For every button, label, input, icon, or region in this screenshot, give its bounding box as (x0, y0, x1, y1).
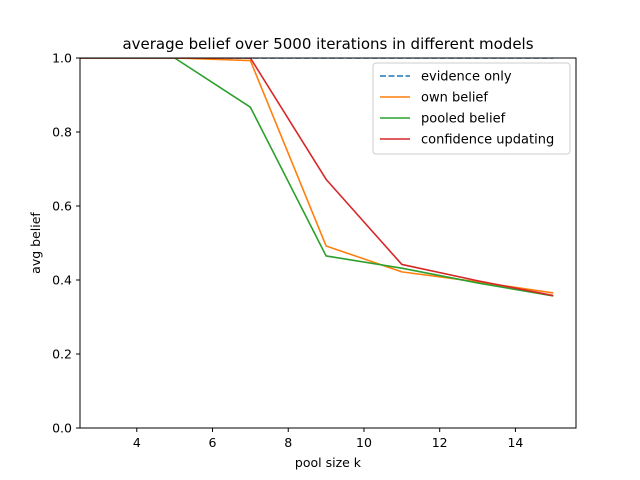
y-tick-label: 0.8 (52, 125, 72, 140)
series-line-confidence-updating (80, 58, 554, 297)
plot-frame (79, 57, 577, 429)
y-tick-label: 0.2 (52, 347, 72, 362)
legend-entries: evidence only own belief pooled belief conf… (380, 70, 554, 148)
chart-title: average belief over 5000 iterations in d… (122, 35, 533, 53)
legend-box (372, 62, 571, 155)
x-axis-ticks: 4 6 8 10 12 14 (133, 428, 523, 450)
x-tick-label: 10 (356, 435, 372, 450)
legend-label: confidence updating (421, 133, 554, 148)
x-tick-label: 6 (209, 435, 217, 450)
y-axis-label: avg belief (28, 212, 43, 274)
y-tick-label: 1.0 (52, 51, 72, 66)
series-line-pooled-belief (80, 58, 554, 297)
x-tick-label: 12 (432, 435, 448, 450)
series-layer (80, 58, 554, 297)
y-tick-label: 0.4 (52, 273, 72, 288)
y-tick-label: 0.6 (52, 199, 72, 214)
y-axis-ticks: 0.0 0.2 0.4 0.6 0.8 1.0 (52, 51, 80, 436)
y-tick-label: 0.0 (52, 421, 72, 436)
x-tick-label: 4 (133, 435, 141, 450)
legend: evidence only own belief pooled belief conf… (372, 62, 571, 155)
x-tick-label: 8 (284, 435, 292, 450)
legend-label: own belief (421, 91, 488, 106)
legend-label: pooled belief (421, 112, 506, 127)
x-axis-label: pool size k (295, 455, 362, 470)
legend-label: evidence only (421, 70, 512, 85)
x-tick-label: 14 (507, 435, 523, 450)
